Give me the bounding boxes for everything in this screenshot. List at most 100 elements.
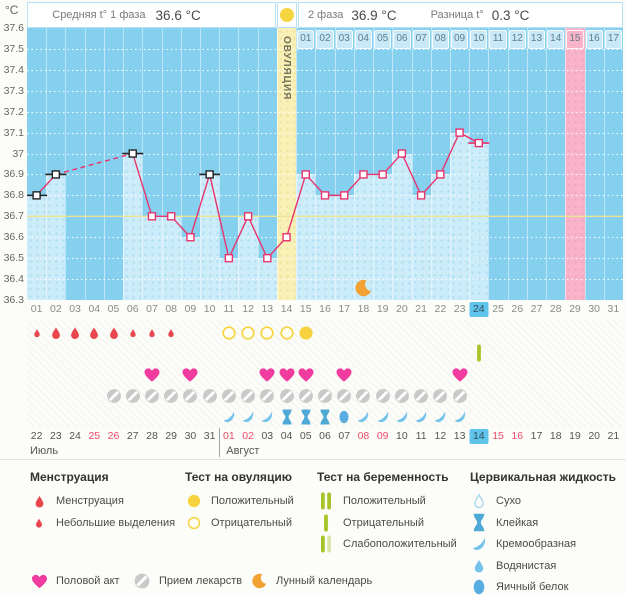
- cycle-day-20[interactable]: 20: [396, 303, 408, 315]
- cycle-day-24[interactable]: 24: [469, 302, 489, 317]
- date-Август-21[interactable]: 21: [607, 430, 620, 442]
- temp-point-day-21[interactable]: [416, 191, 426, 200]
- date-Август-4[interactable]: 04: [280, 430, 293, 442]
- temp-point-day-20[interactable]: [397, 149, 407, 158]
- month-label-0: Июль: [30, 445, 59, 457]
- cycle-day-28[interactable]: 28: [549, 303, 562, 315]
- cycle-day-22[interactable]: 22: [434, 303, 447, 315]
- dpo-cell-2: 02: [316, 30, 334, 49]
- date-Июль-25[interactable]: 25: [88, 430, 101, 442]
- temperature-chart: ОВУЛЯЦИЯ 01 02 03 04 05 06 07 08 09 10 11 12 13 14 15 16…: [27, 28, 623, 300]
- cycle-day-8[interactable]: 08: [165, 303, 178, 315]
- temp-point-day-17[interactable]: [340, 191, 349, 200]
- cycle-day-26[interactable]: 26: [511, 303, 524, 315]
- temp-point-day-7[interactable]: [147, 212, 157, 221]
- cycle-day-17[interactable]: 17: [338, 303, 351, 315]
- temp-point-day-24[interactable]: [474, 138, 484, 148]
- ovulation-test-negative-day-13: [260, 326, 275, 341]
- temp-point-day-9[interactable]: [186, 233, 195, 242]
- circle-filled-yellow-icon: [299, 326, 313, 340]
- date-Июль-22[interactable]: 22: [30, 430, 43, 442]
- cycle-day-29[interactable]: 29: [569, 303, 581, 315]
- cycle-day-19[interactable]: 19: [376, 303, 389, 315]
- date-Август-17[interactable]: 17: [530, 430, 543, 442]
- date-Август-2[interactable]: 02: [242, 430, 254, 442]
- date-Август-15[interactable]: 15: [492, 430, 504, 442]
- date-Август-8[interactable]: 08: [357, 430, 370, 442]
- temp-point-day-16[interactable]: [320, 191, 330, 200]
- pill-gray-icon: [202, 389, 217, 403]
- date-Август-9[interactable]: 09: [376, 430, 389, 442]
- column-separator: [546, 28, 548, 300]
- date-Июль-24[interactable]: 24: [69, 430, 81, 442]
- cycle-day-23[interactable]: 23: [453, 303, 466, 315]
- date-Июль-26[interactable]: 26: [107, 430, 120, 442]
- temp-point-day-1[interactable]: [32, 191, 41, 200]
- date-Август-13[interactable]: 13: [453, 430, 466, 442]
- pill-gray-icon: [134, 573, 150, 589]
- date-Июль-30[interactable]: 30: [184, 430, 197, 442]
- date-Август-6[interactable]: 06: [319, 430, 331, 442]
- temp-point-day-11[interactable]: [224, 253, 234, 263]
- bar-one-green-icon: [317, 514, 335, 532]
- cycle-day-21[interactable]: 21: [415, 303, 427, 315]
- date-Август-14[interactable]: 14: [469, 429, 489, 444]
- temp-point-day-12[interactable]: [243, 212, 253, 221]
- temp-point-day-13[interactable]: [263, 253, 272, 263]
- cycle-day-15[interactable]: 15: [299, 303, 312, 315]
- date-Июль-29[interactable]: 29: [165, 430, 178, 442]
- phase2-label: 2 фаза: [308, 9, 344, 21]
- date-Август-19[interactable]: 19: [569, 430, 581, 442]
- cycle-day-3[interactable]: 03: [69, 303, 81, 315]
- cycle-day-12[interactable]: 12: [242, 303, 254, 315]
- cycle-day-13[interactable]: 13: [261, 303, 274, 315]
- date-Июль-31[interactable]: 31: [203, 430, 216, 442]
- date-Август-5[interactable]: 05: [299, 430, 312, 442]
- temp-point-day-6[interactable]: [128, 149, 137, 158]
- temp-point-day-23[interactable]: [455, 128, 464, 137]
- cycle-day-6[interactable]: 06: [126, 303, 139, 315]
- cycle-day-14[interactable]: 14: [280, 303, 293, 315]
- heart-pink-icon: [30, 574, 48, 589]
- cf-sticky-icon: [301, 409, 311, 425]
- date-Август-11[interactable]: 11: [415, 430, 427, 442]
- cycle-day-7[interactable]: 07: [146, 303, 158, 315]
- medication-pill-day-6: [125, 389, 140, 404]
- date-Июль-27[interactable]: 27: [126, 430, 139, 442]
- date-Июль-23[interactable]: 23: [49, 430, 62, 442]
- temp-point-day-14[interactable]: [282, 233, 291, 242]
- cycle-day-1[interactable]: 01: [30, 303, 43, 315]
- temp-point-day-19[interactable]: [378, 170, 387, 179]
- temp-point-day-10[interactable]: [205, 170, 214, 179]
- date-Август-16[interactable]: 16: [511, 430, 524, 442]
- cycle-day-9[interactable]: 09: [184, 303, 197, 315]
- date-Август-10[interactable]: 10: [396, 430, 408, 442]
- cycle-day-18[interactable]: 18: [357, 303, 370, 315]
- cycle-day-27[interactable]: 27: [530, 303, 543, 315]
- date-Июль-28[interactable]: 28: [146, 430, 158, 442]
- temp-point-day-18[interactable]: [359, 170, 368, 179]
- temp-point-day-15[interactable]: [301, 170, 310, 179]
- cycle-day-25[interactable]: 25: [492, 303, 504, 315]
- cycle-day-5[interactable]: 05: [107, 303, 120, 315]
- date-Август-7[interactable]: 07: [338, 430, 351, 442]
- date-Август-3[interactable]: 03: [261, 430, 274, 442]
- date-Август-1[interactable]: 01: [223, 430, 235, 442]
- cycle-day-2[interactable]: 02: [49, 303, 62, 315]
- temp-point-day-22[interactable]: [436, 170, 445, 179]
- temp-point-day-8[interactable]: [166, 212, 176, 221]
- cycle-day-4[interactable]: 04: [88, 303, 101, 315]
- pill-gray-icon: [394, 389, 409, 403]
- cycle-day-10[interactable]: 10: [203, 303, 216, 315]
- menstruation-drop-day-1: [32, 328, 41, 338]
- cycle-day-31[interactable]: 31: [607, 303, 620, 315]
- bars-weak-green-icon: [321, 535, 331, 553]
- date-Август-12[interactable]: 12: [434, 430, 447, 442]
- date-Август-20[interactable]: 20: [588, 430, 600, 442]
- temp-bar-day-20: [392, 153, 412, 300]
- temp-point-day-2[interactable]: [51, 170, 61, 179]
- cycle-day-30[interactable]: 30: [588, 303, 600, 315]
- cycle-day-11[interactable]: 11: [223, 303, 235, 315]
- cycle-day-16[interactable]: 16: [319, 303, 331, 315]
- date-Август-18[interactable]: 18: [549, 430, 562, 442]
